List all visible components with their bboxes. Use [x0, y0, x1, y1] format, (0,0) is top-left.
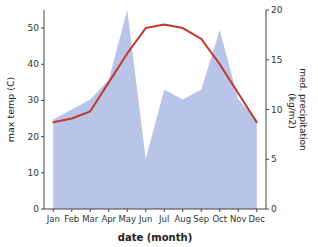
- x-tick: [256, 209, 257, 212]
- x-tick: [238, 209, 239, 212]
- y2-tick: [266, 209, 269, 210]
- y-tick-label: 0: [33, 204, 39, 214]
- y-axis-label: max temp (C): [5, 77, 16, 143]
- x-tick-label: Aug: [174, 214, 191, 224]
- x-tick-label: Sep: [193, 214, 209, 224]
- y-tick-label: 10: [28, 168, 40, 178]
- x-tick-label: Jul: [158, 214, 169, 224]
- y-tick-label: 40: [28, 59, 40, 69]
- x-tick-label: Dec: [249, 214, 266, 224]
- y-tick: [41, 28, 44, 29]
- x-tick-label: May: [118, 214, 136, 224]
- x-tick-label: Mar: [82, 214, 99, 224]
- y-tick: [41, 136, 44, 137]
- x-tick-label: Apr: [101, 214, 116, 224]
- x-tick: [108, 209, 109, 212]
- x-tick: [182, 209, 183, 212]
- y2-tick: [266, 159, 269, 160]
- x-tick: [145, 209, 146, 212]
- x-tick-label: Jan: [46, 214, 60, 224]
- y-tick: [41, 100, 44, 101]
- y2-tick-label: 5: [271, 154, 277, 164]
- precip-area: [53, 10, 257, 209]
- x-tick-label: Jun: [138, 214, 152, 224]
- temp-line: [53, 24, 257, 122]
- x-tick: [201, 209, 202, 212]
- y2-tick: [266, 10, 269, 11]
- x-tick: [53, 209, 54, 212]
- x-tick: [164, 209, 165, 212]
- y-tick: [41, 209, 44, 210]
- y2-tick-label: 20: [271, 5, 283, 15]
- y-tick: [41, 172, 44, 173]
- x-tick: [127, 209, 128, 212]
- y2-tick-label: 0: [271, 204, 277, 214]
- x-tick-label: Oct: [212, 214, 227, 224]
- y2-tick-label: 15: [271, 55, 282, 65]
- y2-axis-label-line: (kg/m2): [287, 90, 297, 128]
- y2-tick: [266, 109, 269, 110]
- y-axis-line: [44, 10, 45, 209]
- y2-axis-label: med. precipitation (kg/m2): [287, 68, 308, 150]
- x-axis-line: [44, 209, 266, 210]
- y-tick: [41, 64, 44, 65]
- y2-tick-label: 10: [271, 105, 283, 115]
- x-tick: [90, 209, 91, 212]
- chart-svg: Jan FebMarAprMayJun Jul AugSepOctNovDec 0 10 2…: [0, 0, 318, 247]
- x-tick-label: Nov: [230, 214, 247, 224]
- plot-area: [53, 10, 257, 209]
- x-tick: [219, 209, 220, 212]
- y-tick-label: 50: [28, 23, 40, 33]
- y2-tick: [266, 59, 269, 60]
- x-tick: [71, 209, 72, 212]
- y-tick-label: 30: [28, 95, 40, 105]
- y2-axis-label-line: med. precipitation: [298, 68, 308, 150]
- x-tick-label: Feb: [64, 214, 79, 224]
- x-axis-label: date (month): [118, 232, 192, 243]
- y-tick-label: 20: [28, 132, 40, 142]
- chart-container: Jan FebMarAprMayJun Jul AugSepOctNovDec 0 10 2…: [0, 0, 318, 247]
